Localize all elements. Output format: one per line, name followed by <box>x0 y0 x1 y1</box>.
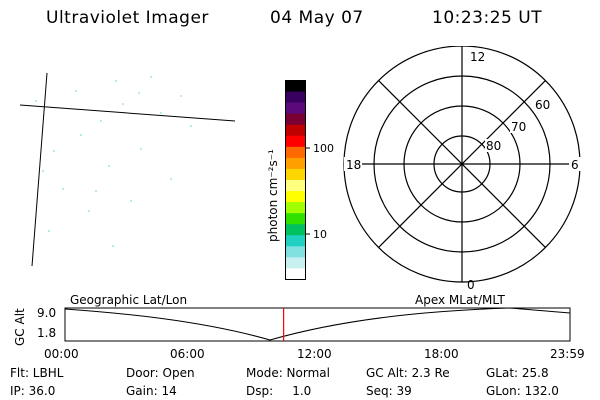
mlat-label-60: 60 <box>535 98 550 112</box>
color-scale-swatch <box>285 268 306 280</box>
observation-time: 10:23:25 UT <box>432 8 543 28</box>
color-scale-swatch <box>285 246 306 258</box>
time-tick-1800: 18:00 <box>424 347 459 361</box>
time-tick-1200: 12:00 <box>297 347 332 361</box>
color-scale-tick-10: 10 <box>313 228 327 241</box>
polar-diagonal-2 <box>378 80 546 248</box>
altitude-timeline-plot <box>64 307 571 342</box>
color-scale-unit-label: photon cm⁻²s⁻¹ <box>266 149 280 242</box>
instrument-title: Ultraviolet Imager <box>46 8 209 28</box>
time-tick-0600: 06:00 <box>170 347 205 361</box>
mlat-label-80: 80 <box>486 139 501 153</box>
color-scale-swatch <box>285 102 306 115</box>
altitude-curve <box>64 307 571 341</box>
info-glat: GLat: 25.8 <box>486 366 549 380</box>
time-tick-2359: 23:59 <box>550 347 585 361</box>
mlt-label-0: 0 <box>467 278 475 291</box>
mlt-label-12: 12 <box>470 50 485 64</box>
altitude-tick-low: 1.8 <box>37 326 57 340</box>
color-scale-swatch <box>285 180 306 192</box>
time-tick-0000: 00:00 <box>44 347 79 361</box>
color-scale-swatch <box>285 168 306 181</box>
polar-mlt-plot: 12 18 6 0 60 70 80 <box>343 46 581 291</box>
color-scale-swatches <box>285 80 306 280</box>
color-scale-swatch <box>285 257 306 269</box>
color-scale-swatch <box>285 124 306 137</box>
info-seq: Seq: 39 <box>366 384 412 398</box>
color-scale-swatch <box>285 91 306 104</box>
geographic-speckles <box>35 76 192 247</box>
altitude-ylabel: GC Alt <box>13 308 27 346</box>
color-scale-swatch <box>285 146 306 159</box>
altitude-tick-high: 9.0 <box>37 306 57 320</box>
altitude-plot-frame <box>64 307 571 342</box>
color-scale-tick-100: 100 <box>313 142 334 155</box>
apex-mlat-mlt-title: Apex MLat/MLT <box>415 293 505 307</box>
mlat-label-70: 70 <box>511 120 526 134</box>
altitude-ylabel-text: GC Alt <box>13 308 27 346</box>
color-scale-axis: 100 10 <box>305 142 334 241</box>
color-scale-swatch <box>285 191 306 203</box>
geographic-meridian-line <box>31 72 48 267</box>
geographic-parallel-line <box>20 104 236 122</box>
color-scale-swatch <box>285 157 306 170</box>
info-door: Door: Open <box>126 366 195 380</box>
observation-date: 04 May 07 <box>270 8 364 28</box>
color-scale-bar <box>285 80 306 280</box>
color-scale-swatch <box>285 113 306 126</box>
info-ip: IP: 36.0 <box>10 384 56 398</box>
color-scale-swatch <box>285 202 306 214</box>
info-gain: Gain: 14 <box>126 384 177 398</box>
info-gc-alt: GC Alt: 2.3 Re <box>366 366 450 380</box>
color-scale-swatch <box>285 224 306 236</box>
color-scale-swatch <box>285 213 306 225</box>
color-scale-swatch <box>285 80 306 93</box>
info-mode: Mode: Normal <box>246 366 330 380</box>
color-scale-unit-text: photon cm⁻²s⁻¹ <box>266 149 280 242</box>
info-glon: GLon: 132.0 <box>486 384 559 398</box>
geographic-image-panel <box>20 72 236 267</box>
geographic-lat-lon-title: Geographic Lat/Lon <box>70 293 188 307</box>
color-scale-swatch <box>285 135 306 148</box>
info-filter: Flt: LBHL <box>10 366 64 380</box>
mlt-label-18: 18 <box>346 158 361 172</box>
color-scale-swatch <box>285 235 306 247</box>
mlt-label-6: 6 <box>571 158 579 172</box>
info-dsp: Dsp: 1.0 <box>246 384 312 398</box>
